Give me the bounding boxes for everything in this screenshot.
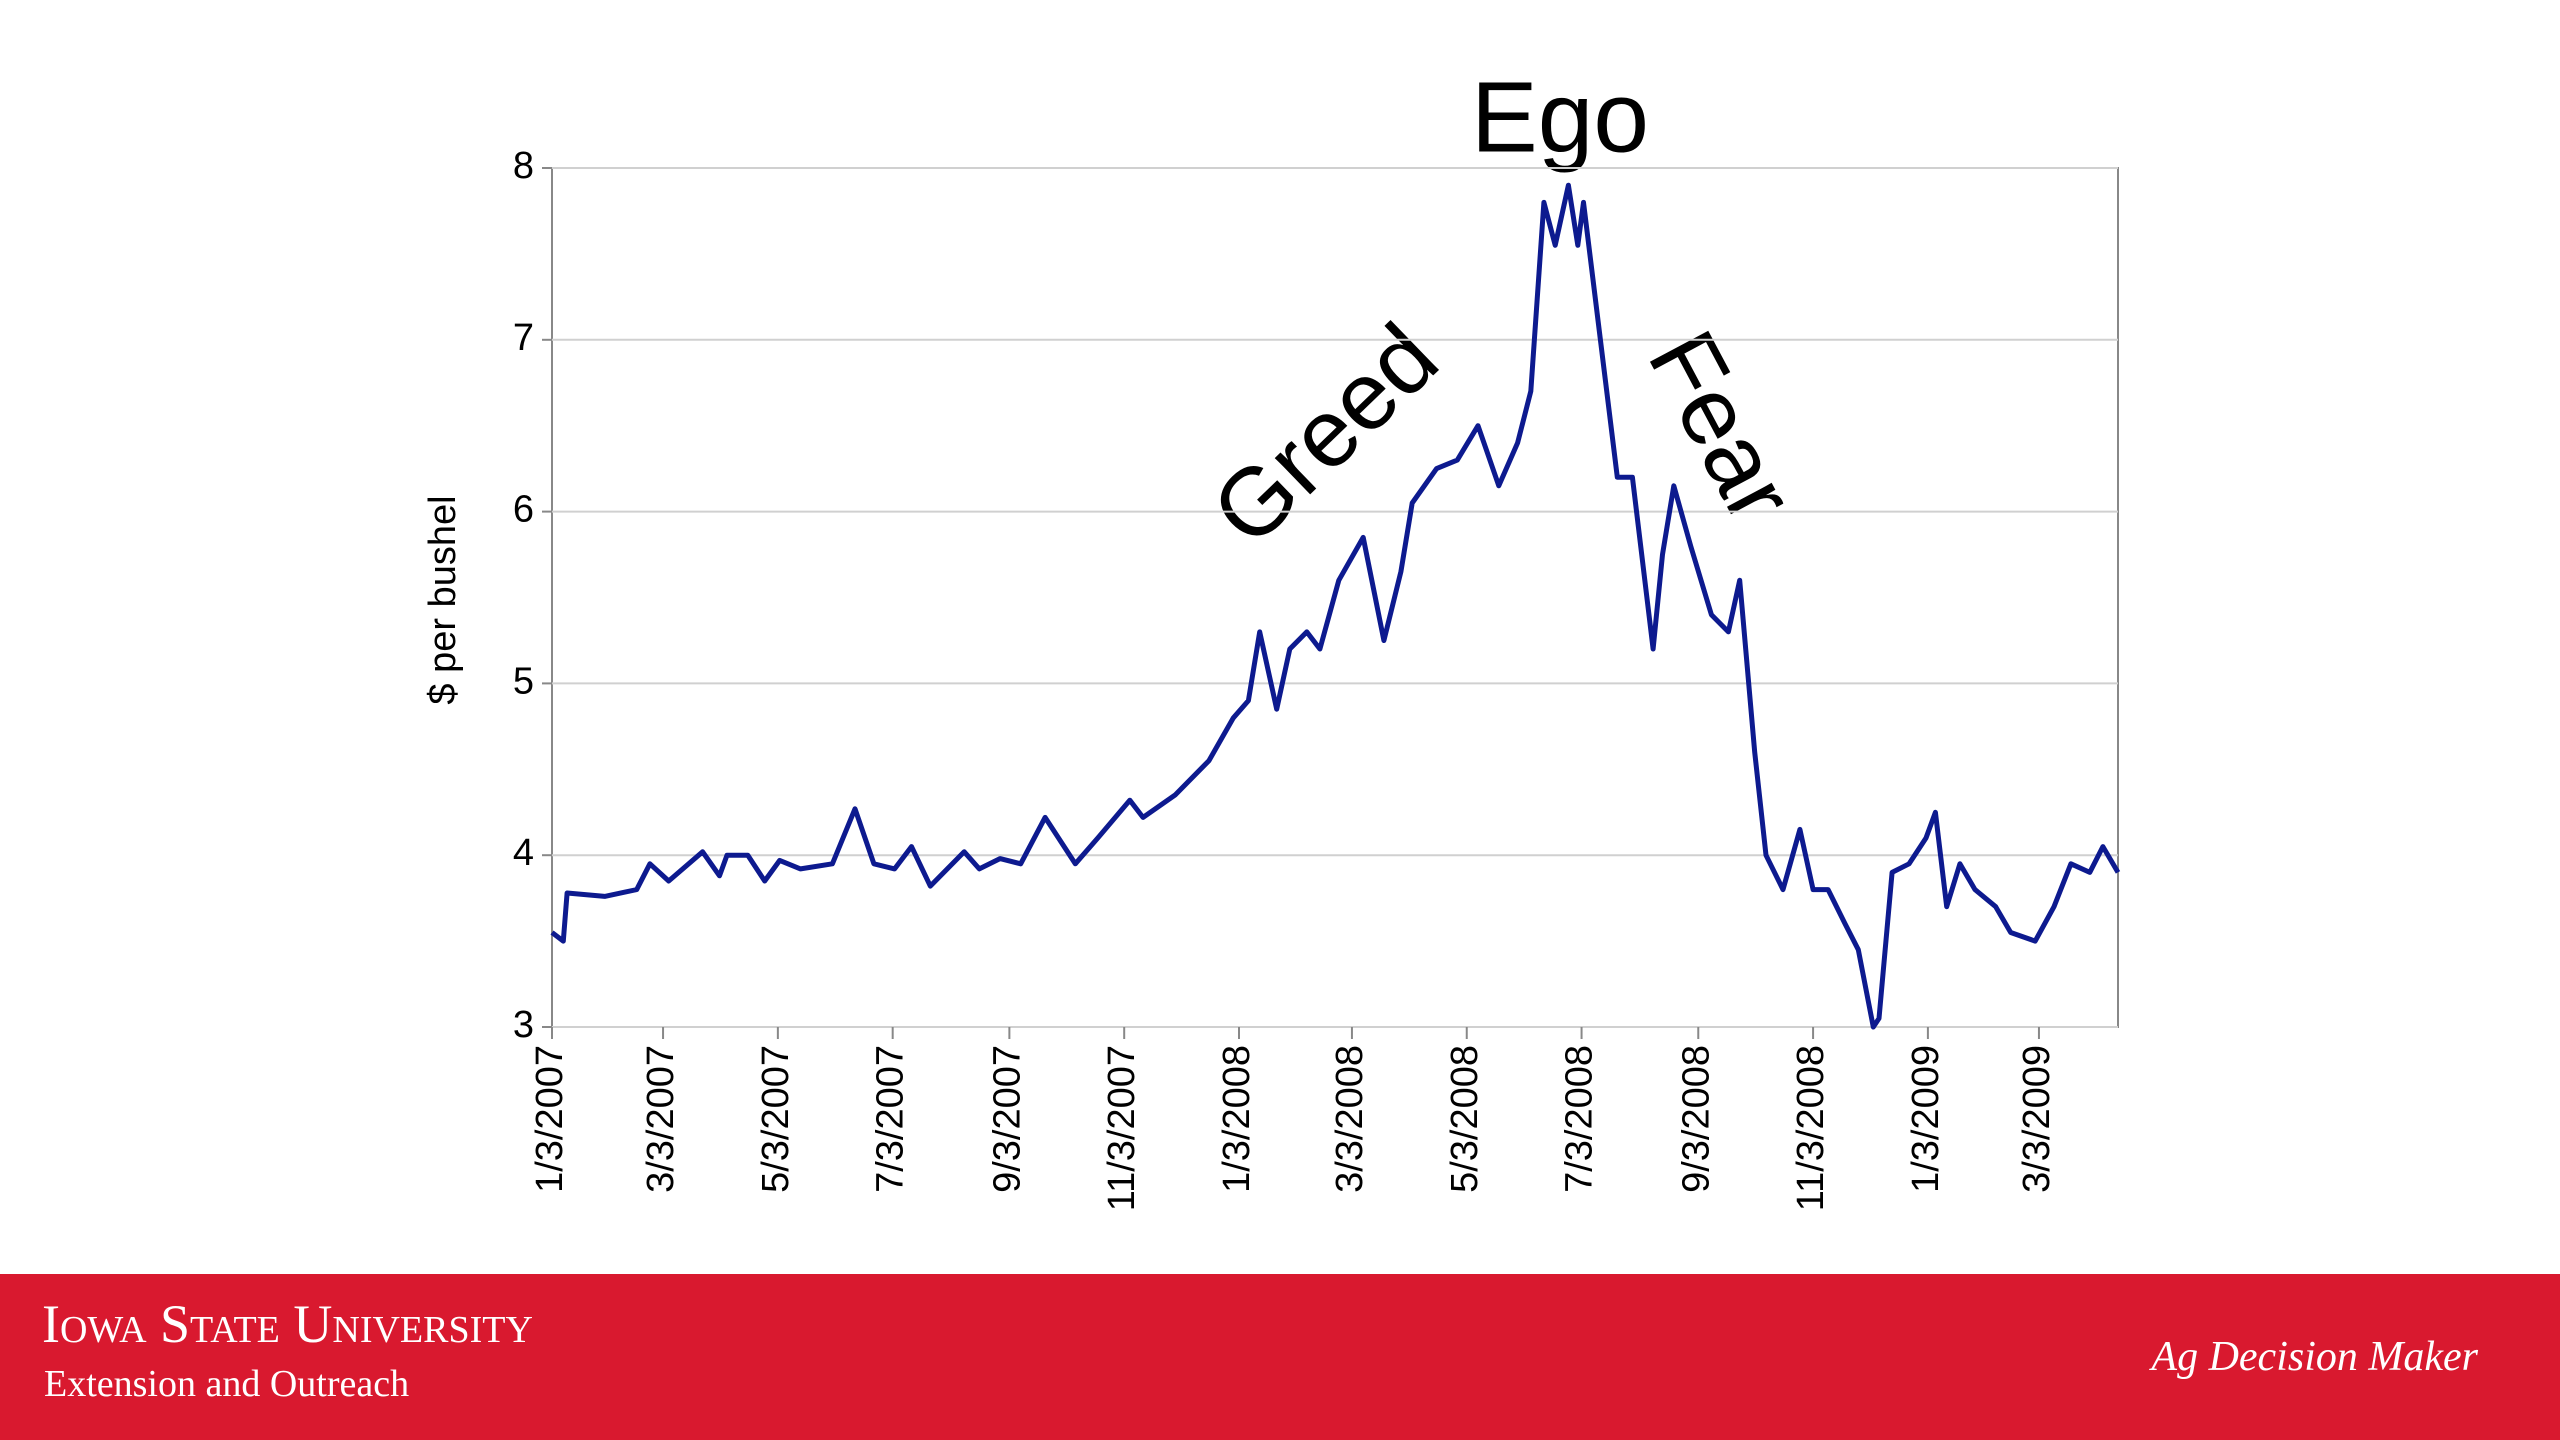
y-tick-label: 7 <box>513 317 534 359</box>
y-axis-label: $ per bushel <box>422 495 464 704</box>
x-tick-label: 7/3/2007 <box>870 1045 912 1193</box>
x-tick-label: 5/3/2008 <box>1444 1045 1486 1193</box>
x-tick-label: 9/3/2007 <box>986 1045 1028 1193</box>
y-tick-label: 8 <box>513 145 534 187</box>
footer-unit: Extension and Outreach <box>44 1363 409 1405</box>
y-tick-label: 5 <box>513 660 534 702</box>
footer-band <box>0 1274 2560 1440</box>
footer-org: Iowa State University <box>42 1294 533 1354</box>
x-tick-label: 7/3/2008 <box>1559 1045 1601 1193</box>
x-tick-label: 3/3/2009 <box>2016 1045 2058 1193</box>
annotation: Ego <box>1471 61 1649 173</box>
footer-brand: Ag Decision Maker <box>2148 1334 2478 1380</box>
x-tick-label: 3/3/2007 <box>640 1045 682 1193</box>
y-tick-label: 3 <box>513 1004 534 1046</box>
y-tick-label: 6 <box>513 489 534 531</box>
x-tick-label: 9/3/2008 <box>1675 1045 1717 1193</box>
x-tick-label: 3/3/2008 <box>1329 1045 1371 1193</box>
chart-layer: 3 4 5 6 7 8 1/3/2007 3/3/2007 5/3/2007 7/3/2007 9/… <box>513 145 2121 1211</box>
x-tick-label: 1/3/2008 <box>1216 1045 1258 1193</box>
x-tick-label: 11/3/2007 <box>1101 1045 1143 1211</box>
x-tick-label: 1/3/2009 <box>1905 1045 1947 1193</box>
y-tick-label: 4 <box>513 832 534 874</box>
x-tick-label: 1/3/2007 <box>529 1045 571 1193</box>
price-line <box>550 182 2121 1030</box>
x-tick-label: 11/3/2008 <box>1790 1045 1832 1211</box>
x-tick-label: 5/3/2007 <box>755 1045 797 1193</box>
